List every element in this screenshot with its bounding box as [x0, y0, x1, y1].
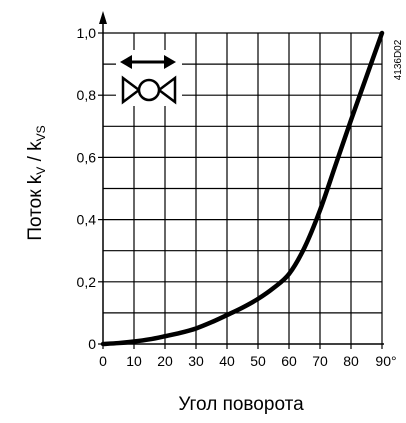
grid [103, 32, 383, 344]
x-tick-label: 90° [375, 353, 396, 369]
x-tick-label: 30 [188, 353, 204, 369]
y-axis-title-main: Поток k [25, 174, 46, 240]
y-tick-label: 0,8 [77, 87, 97, 103]
x-tick-label: 60 [281, 353, 297, 369]
y-axis-title: Поток kV / kVS [25, 125, 48, 240]
y-axis-title-sub2: VS [34, 125, 48, 141]
x-tick-label: 50 [250, 353, 266, 369]
axes [99, 11, 384, 345]
valve-body-left-icon [121, 75, 142, 105]
valve-icon [116, 50, 182, 106]
x-tick-label: 70 [312, 353, 328, 369]
arrow-right-icon [164, 55, 176, 69]
x-tick-labels: 0 10 20 30 40 50 60 70 80 90° [99, 353, 396, 369]
x-tick-label: 20 [157, 353, 173, 369]
valve-body-right-icon [156, 75, 177, 105]
y-tick-label: 1,0 [77, 25, 97, 41]
x-tick-label: 0 [99, 353, 107, 369]
y-axis-title-mid: / k [25, 141, 46, 167]
valve-ball-icon [137, 78, 161, 102]
y-tick-label: 0,6 [77, 149, 97, 165]
arrow-left-icon [120, 55, 132, 69]
x-tick-label: 40 [219, 353, 235, 369]
ticks [98, 32, 383, 349]
y-tick-label: 0 [88, 336, 96, 352]
series-line [100, 30, 385, 347]
y-axis-title-sub1: V [34, 167, 48, 175]
x-axis-title: Угол поворота [178, 394, 304, 415]
figure-code: 4136D02 [393, 39, 404, 80]
y-tick-labels: 0 0,2 0,4 0,6 0,8 1,0 [77, 25, 97, 352]
y-tick-label: 0,4 [77, 212, 97, 228]
x-tick-label: 80 [343, 353, 359, 369]
y-axis-arrow [99, 11, 107, 24]
x-tick-label: 10 [126, 353, 142, 369]
y-tick-label: 0,2 [77, 274, 97, 290]
